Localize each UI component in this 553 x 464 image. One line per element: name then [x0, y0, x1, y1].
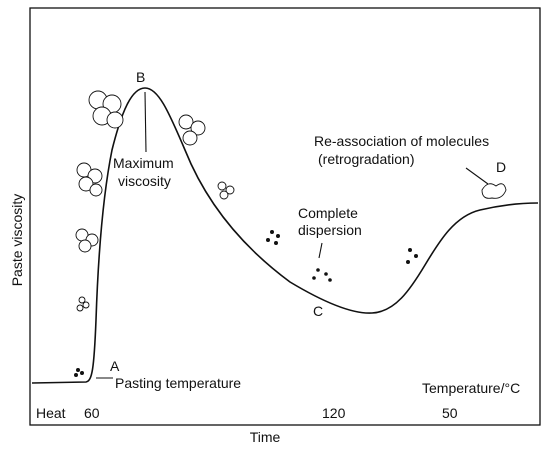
frame — [29, 7, 541, 426]
leader-line — [318, 242, 323, 259]
heat-label: Heat — [36, 405, 66, 421]
point-letter: C — [313, 303, 323, 319]
leader-line — [144, 91, 147, 153]
point-letter: A — [110, 358, 120, 374]
temp-label: 60 — [84, 405, 100, 421]
y-axis-label: Paste viscosity — [9, 194, 25, 287]
point-label: Re-association of molecules — [314, 133, 489, 149]
point-label: (retrogradation) — [318, 151, 415, 167]
temp-label: 120 — [322, 405, 346, 421]
point-letter: B — [136, 69, 145, 85]
granule-sketches — [74, 90, 507, 377]
temperature-label: Temperature/°C — [422, 380, 520, 396]
leader-line — [465, 167, 489, 185]
point-letter: D — [496, 159, 506, 175]
temp-label: 50 — [442, 405, 458, 421]
point-label: dispersion — [298, 222, 362, 238]
x-axis-label: Time — [250, 429, 281, 445]
point-label: Pasting temperature — [115, 375, 241, 391]
point-label: Maximum — [113, 155, 174, 171]
point-label: viscosity — [118, 173, 171, 189]
point-label: Complete — [298, 205, 358, 221]
viscosity-curve — [31, 87, 539, 384]
